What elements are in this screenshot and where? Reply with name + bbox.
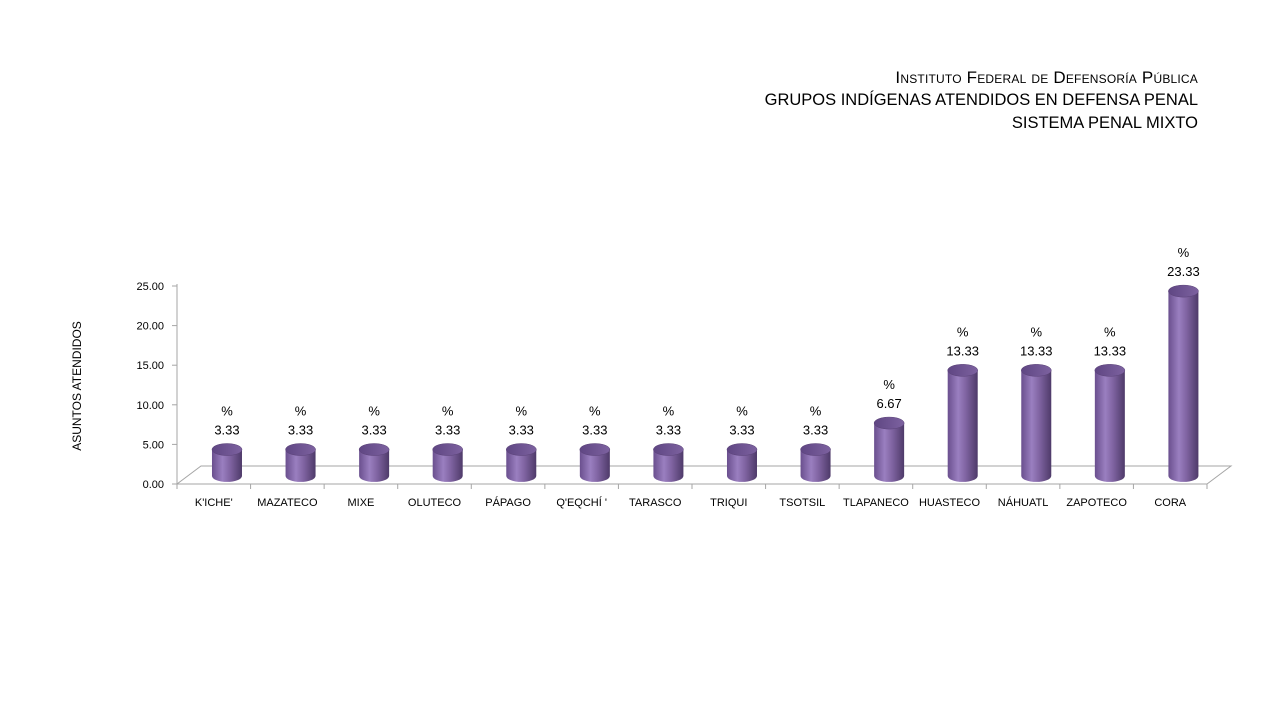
bar-top: [653, 443, 684, 456]
bar-body: [1094, 370, 1125, 482]
data-label-prefix: %: [295, 404, 307, 419]
bar: [579, 443, 611, 482]
x-tick-label: MAZATECO: [257, 497, 318, 509]
bar: [1021, 364, 1052, 482]
y-tick-label: 25.00: [136, 281, 164, 293]
bar: [726, 443, 758, 482]
chart-header: Instituto Federal de Defensoría Pública …: [765, 66, 1198, 135]
data-label: 23.33: [1167, 264, 1200, 279]
bar: [285, 443, 316, 482]
chart-subtitle: GRUPOS INDÍGENAS ATENDIDOS EN DEFENSA PE…: [764, 91, 1198, 109]
data-label: 3.33: [729, 423, 754, 438]
x-tick-label: TSOTSIL: [779, 497, 825, 509]
data-label: 3.33: [361, 423, 386, 438]
data-label-prefix: %: [883, 377, 895, 392]
bar-top: [1094, 364, 1126, 377]
data-label: 13.33: [1020, 343, 1053, 358]
bar-top: [211, 443, 243, 456]
x-tick-label: CORA: [1154, 497, 1186, 509]
x-tick-label: PÁPAGO: [485, 496, 531, 509]
bar-top: [1021, 364, 1052, 377]
x-tick-label: OLUTECO: [408, 497, 462, 509]
bar-body: [800, 449, 831, 482]
data-label: 13.33: [946, 343, 979, 358]
bar: [358, 443, 390, 482]
data-label: 3.33: [803, 423, 828, 438]
x-tick-label: TRIQUI: [710, 497, 747, 509]
data-label: 3.33: [288, 423, 313, 438]
x-tick-label: Q'EQCHÍ ': [556, 496, 607, 509]
bar-top: [800, 443, 831, 456]
x-tick-label: NÁHUATL: [998, 496, 1049, 509]
bar: [873, 416, 905, 482]
bar-body: [211, 449, 242, 482]
data-label: 3.33: [582, 423, 607, 438]
data-label-prefix: %: [1104, 324, 1116, 339]
data-label-prefix: %: [221, 404, 233, 419]
bar-body: [874, 423, 905, 482]
data-label-prefix: %: [442, 404, 454, 419]
data-label-prefix: %: [736, 404, 748, 419]
data-label-prefix: %: [663, 404, 675, 419]
y-tick-label: 5.00: [143, 439, 164, 451]
bar-body: [947, 370, 978, 482]
bar-top: [358, 443, 390, 456]
chart-floor: [175, 465, 1233, 485]
data-label-prefix: %: [810, 404, 822, 419]
data-label: 3.33: [214, 423, 239, 438]
bar-body: [653, 449, 684, 482]
x-tick-label: K'ICHE': [195, 497, 233, 509]
bar-body: [1168, 291, 1199, 482]
bar-body: [506, 449, 537, 482]
data-label-prefix: %: [957, 324, 969, 339]
x-tick-label: MIXE: [347, 497, 374, 509]
y-axis-label: ASUNTOS ATENDIDOS: [70, 321, 84, 451]
chart-value-labels: K'ICHE'% 3.33 MAZATECO% 3.33 MIXE% 3.33 OLUTEC…: [195, 245, 1200, 509]
bar: [506, 443, 537, 482]
bar: [432, 443, 463, 482]
bar: [653, 443, 684, 482]
bar: [1168, 284, 1199, 482]
data-label-prefix: %: [589, 404, 601, 419]
bar-top: [285, 443, 316, 456]
y-tick-label: 15.00: [136, 360, 164, 372]
x-tick-label: TLAPANECO: [843, 497, 909, 509]
bar-top: [947, 364, 978, 377]
bar-top: [1168, 284, 1199, 298]
data-label-prefix: %: [368, 404, 380, 419]
bar-top: [726, 443, 758, 456]
bar-top: [579, 443, 611, 456]
bar: [211, 443, 243, 482]
bar-body: [432, 449, 463, 482]
chart-title: Instituto Federal de Defensoría Pública: [895, 68, 1198, 87]
y-tick-label: 10.00: [136, 400, 164, 412]
bar-body: [726, 449, 757, 482]
bar-body: [1021, 370, 1052, 482]
x-tick-label: HUASTECO: [919, 497, 981, 509]
chart-subtitle-2: SISTEMA PENAL MIXTO: [1011, 114, 1198, 132]
chart-bars: [211, 284, 1199, 482]
x-tick-label: ZAPOTECO: [1066, 497, 1127, 509]
data-label: 6.67: [876, 396, 901, 411]
bar-body: [359, 449, 390, 482]
bar: [947, 364, 978, 482]
bar-top: [506, 443, 537, 456]
data-label: 13.33: [1094, 343, 1127, 358]
bar-body: [579, 449, 610, 482]
data-label-prefix: %: [515, 404, 527, 419]
data-label: 3.33: [656, 423, 681, 438]
bar: [800, 443, 831, 482]
bar-body: [285, 449, 316, 482]
y-tick-label: 0.00: [143, 479, 164, 491]
data-label-prefix: %: [1030, 324, 1042, 339]
data-label-prefix: %: [1178, 245, 1190, 260]
y-tick-label: 20.00: [136, 321, 164, 333]
x-tick-label: TARASCO: [629, 497, 682, 509]
bar: [1094, 364, 1126, 482]
bar-top: [873, 416, 905, 430]
bar-top: [432, 443, 463, 456]
data-label: 3.33: [435, 423, 460, 438]
data-label: 3.33: [509, 423, 534, 438]
